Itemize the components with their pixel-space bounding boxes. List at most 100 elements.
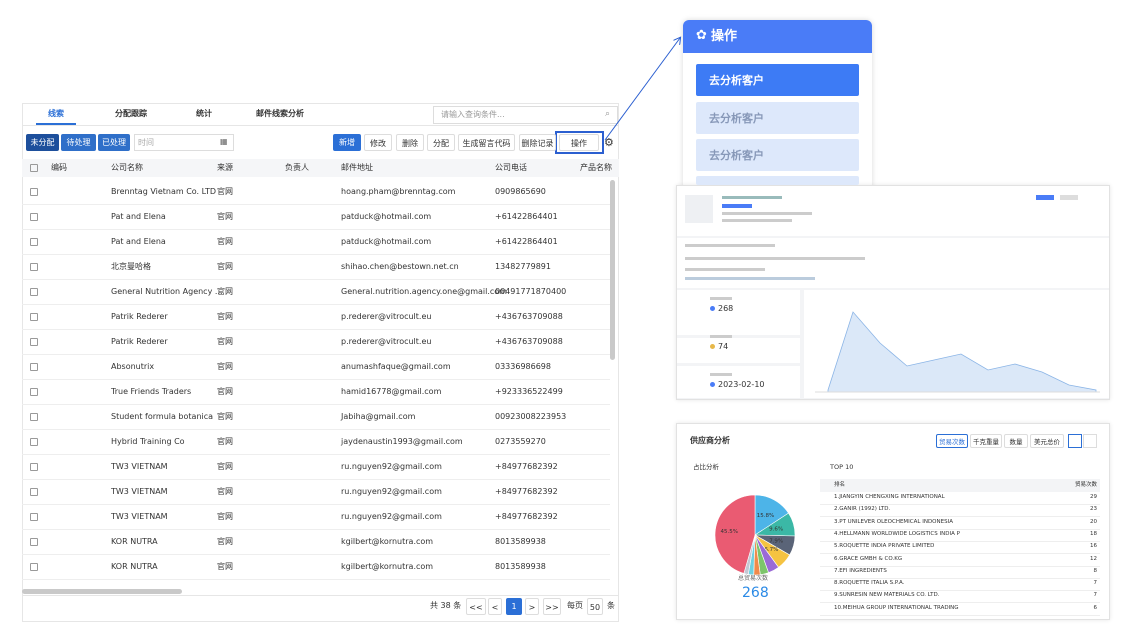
- search-icon[interactable]: ⌕: [605, 109, 611, 119]
- tab[interactable]: 邮件线索分析: [256, 109, 304, 118]
- checkbox[interactable]: [30, 513, 38, 521]
- search-input[interactable]: [433, 106, 618, 124]
- action-button[interactable]: 生成留言代码: [458, 134, 515, 151]
- action-button[interactable]: 删除记录: [519, 134, 556, 151]
- share-title: 占比分析: [693, 463, 719, 471]
- action-button[interactable]: 分配: [427, 134, 455, 151]
- calendar-icon[interactable]: ▦: [220, 137, 228, 146]
- pie-slice: [714, 494, 756, 574]
- checkbox[interactable]: [30, 413, 38, 421]
- popup-item-bg[interactable]: [696, 64, 859, 96]
- stat-card: [677, 366, 800, 398]
- checkbox[interactable]: [30, 438, 38, 446]
- checkbox[interactable]: [30, 288, 38, 296]
- page-button[interactable]: <: [488, 598, 502, 615]
- row-divider: [820, 602, 1100, 604]
- checkbox[interactable]: [30, 188, 38, 196]
- checkbox[interactable]: [30, 164, 38, 172]
- connector-arrow: [604, 38, 680, 141]
- status-button[interactable]: 待处理: [61, 134, 96, 151]
- cell-email: patduck@hotmail.com: [341, 212, 432, 221]
- settings-icon[interactable]: ⚙: [604, 136, 614, 149]
- cell-email: ru.nguyen92@gmail.com: [341, 487, 442, 496]
- supplier-tab[interactable]: 数量: [1004, 434, 1028, 448]
- page-button[interactable]: >: [525, 598, 539, 615]
- cell-source: 官网: [217, 537, 233, 546]
- checkbox[interactable]: [30, 538, 38, 546]
- row-divider: [820, 504, 1100, 505]
- action-button[interactable]: 删除: [396, 134, 424, 151]
- top-name: 3.PT UNILEVER OLEOCHEMICAL INDONESIA: [834, 518, 953, 525]
- cell-phone: +436763709088: [495, 312, 563, 321]
- cell-source: 官网: [217, 287, 233, 296]
- supplier-tab[interactable]: 美元总价: [1030, 434, 1064, 448]
- row-divider: [820, 528, 1100, 530]
- cell-company: Brenntag Vietnam Co. LTD: [111, 187, 217, 196]
- top-column: 贸易次数: [1074, 482, 1097, 488]
- cell-source: 官网: [217, 412, 233, 421]
- cell-phone: +84977682392: [495, 462, 558, 471]
- stat-card: [677, 290, 800, 335]
- supplier-tab[interactable]: 千克重量: [970, 434, 1002, 448]
- cell-email: p.rederer@vitrocult.eu: [341, 312, 432, 321]
- checkbox[interactable]: [30, 488, 38, 496]
- cell-email: kgilbert@kornutra.com: [341, 562, 434, 571]
- row-divider: [820, 540, 1100, 542]
- checkbox[interactable]: [30, 563, 38, 571]
- action-button[interactable]: 修改: [364, 134, 392, 151]
- checkbox[interactable]: [30, 388, 38, 396]
- top-name: 9.SUNRESIN NEW MATERIALS CO. LTD.: [834, 592, 940, 599]
- tab[interactable]: 统计: [196, 109, 212, 118]
- popup-header: [683, 20, 872, 53]
- checkbox[interactable]: [30, 363, 38, 371]
- row-divider: [22, 504, 610, 505]
- checkbox[interactable]: [30, 463, 38, 471]
- checkbox[interactable]: [30, 338, 38, 346]
- action-button[interactable]: 操作: [559, 134, 599, 151]
- checkbox[interactable]: [30, 213, 38, 221]
- total-label: 总贸易次数: [738, 575, 769, 582]
- stat-card: [677, 338, 800, 363]
- top-name: 5.ROQUETTE INDIA PRIVATE LIMITED: [834, 543, 935, 550]
- checkbox[interactable]: [30, 238, 38, 246]
- checkbox[interactable]: [30, 263, 38, 271]
- pie-label: 9.6%: [769, 526, 783, 532]
- per-page-select[interactable]: 50: [587, 598, 603, 615]
- cell-source: 官网: [217, 462, 233, 471]
- tab[interactable]: 线索: [48, 109, 64, 118]
- cell-phone: 0909865690: [495, 187, 546, 196]
- row-divider: [22, 429, 610, 430]
- cell-email: p.rederer@vitrocult.eu: [341, 337, 432, 346]
- blur-text: [722, 212, 812, 215]
- page-button[interactable]: 1: [506, 598, 522, 615]
- supplier-tab[interactable]: 贸易次数: [936, 434, 968, 448]
- top-count: 7: [1093, 592, 1098, 599]
- action-button[interactable]: 新增: [333, 134, 361, 151]
- view-toggle[interactable]: [1083, 434, 1097, 448]
- tab[interactable]: 分配跟踪: [115, 109, 147, 118]
- cell-email: hoang.pham@brenntag.com: [341, 187, 456, 196]
- popup-item-bg[interactable]: [696, 101, 859, 134]
- cell-email: shihao.chen@bestown.net.cn: [341, 262, 459, 271]
- top-count: 16: [1090, 543, 1097, 550]
- cell-phone: 8013589938: [495, 562, 546, 571]
- popup-item-bg[interactable]: [696, 139, 859, 171]
- cell-company: KOR NUTRA: [111, 537, 158, 546]
- top-count: 6: [1093, 604, 1098, 611]
- page-button[interactable]: <<: [466, 598, 486, 615]
- cell-source: 官网: [217, 212, 233, 221]
- status-button[interactable]: 已处理: [98, 134, 130, 151]
- view-toggle[interactable]: [1068, 434, 1082, 448]
- time-input[interactable]: [134, 134, 234, 151]
- cell-email: patduck@hotmail.com: [341, 237, 432, 246]
- cell-phone: 8013589938: [495, 537, 546, 546]
- top-count: 23: [1090, 506, 1097, 513]
- status-button[interactable]: 未分配: [26, 134, 59, 151]
- column-header: 邮件地址: [341, 163, 373, 172]
- per-page-unit: 条: [607, 601, 615, 610]
- page-button[interactable]: >>: [543, 598, 561, 615]
- v-scrollbar: [610, 180, 615, 360]
- checkbox[interactable]: [30, 313, 38, 321]
- cell-company: Pat and Elena: [111, 237, 166, 246]
- top-column: 排名: [834, 482, 846, 488]
